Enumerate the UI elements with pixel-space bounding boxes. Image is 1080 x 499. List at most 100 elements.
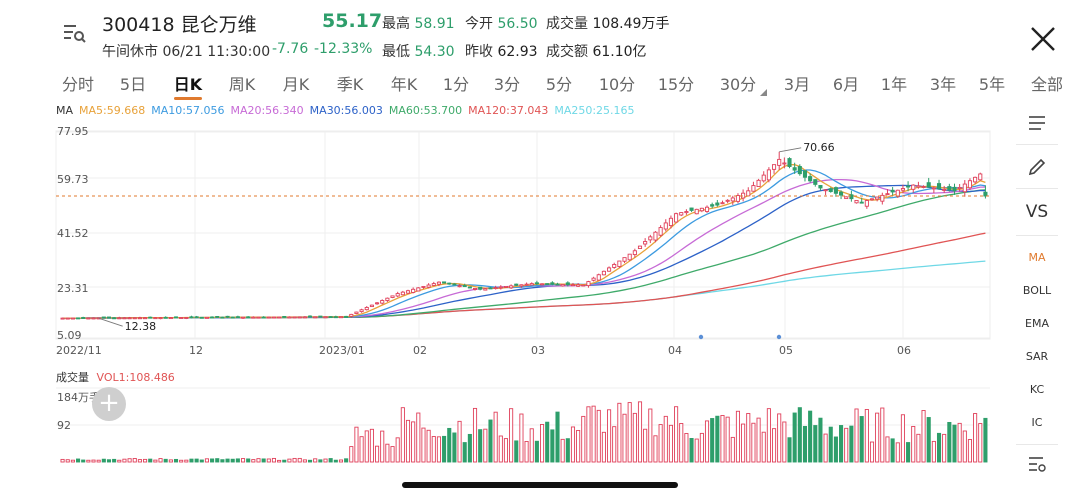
volume-bar [385, 443, 390, 463]
candle-body [375, 302, 380, 305]
volume-bar [679, 423, 684, 463]
ma10-line [62, 169, 986, 319]
candle-body [813, 179, 818, 185]
tab-15[interactable]: 1年 [880, 75, 908, 94]
volume-bar [359, 436, 364, 463]
tab-12[interactable]: 30分 [719, 75, 757, 94]
candle-body [720, 202, 725, 205]
volume-bar [488, 419, 493, 463]
volume-bar [493, 411, 498, 463]
tab-5[interactable]: 季K [336, 75, 364, 94]
volume-bar [653, 435, 658, 463]
volume-bar [246, 458, 251, 463]
close-icon[interactable] [1030, 26, 1056, 52]
candle-body [344, 315, 349, 318]
candle-body [911, 184, 916, 190]
tab-4[interactable]: 月K [282, 75, 310, 94]
volume-bar [137, 459, 142, 463]
list-settings-icon[interactable] [1008, 114, 1066, 135]
volume-bar [132, 458, 137, 463]
volume-bar [498, 435, 503, 463]
volume-bar [122, 458, 127, 463]
ma-legend-label: MA [56, 104, 74, 117]
tab-17[interactable]: 5年 [978, 75, 1006, 94]
indicator-ema[interactable]: EMA [1025, 317, 1049, 330]
min-price-label: 12.38 [125, 320, 156, 333]
candle-body [457, 285, 462, 288]
candle-body [462, 285, 467, 288]
volume-bar [472, 407, 478, 463]
candle-body [163, 316, 168, 319]
tab-8[interactable]: 3分 [493, 75, 521, 94]
volume-bar [261, 458, 266, 463]
candle-body [148, 316, 153, 319]
vol-tick-label: 184万手 [57, 390, 100, 404]
tab-3[interactable]: 周K [228, 75, 256, 94]
candle-body [632, 250, 637, 256]
indicator-boll[interactable]: BOLL [1022, 284, 1052, 297]
volume-bar [405, 419, 411, 463]
candle-body [359, 309, 364, 313]
tab-7[interactable]: 1分 [442, 75, 470, 94]
tab-2[interactable]: 日K [173, 75, 203, 94]
candle-body [539, 283, 545, 286]
candle-body [854, 199, 859, 204]
volume-bar [524, 440, 529, 463]
candle-body [529, 283, 534, 286]
candle-body [555, 283, 560, 286]
tab-14[interactable]: 6月 [832, 75, 860, 94]
candle-body [75, 317, 81, 320]
volume-bar [390, 446, 395, 463]
indicator-settings-icon[interactable] [1008, 455, 1066, 476]
indicator-sar[interactable]: SAR [1025, 350, 1049, 363]
volume-bar [617, 402, 622, 463]
tab-18[interactable]: 全部 [1030, 75, 1064, 94]
tab-0[interactable]: 分时 [61, 75, 95, 94]
compare-vs-button[interactable]: VS [1025, 202, 1049, 222]
ma60-line [62, 189, 986, 319]
draw-pencil-icon[interactable] [1008, 157, 1066, 180]
price-change: -7.76 [272, 41, 309, 57]
tab-11[interactable]: 15分 [657, 75, 695, 94]
indicator-ic[interactable]: IC [1031, 416, 1043, 429]
volume-bar [802, 425, 808, 463]
volume-bar [947, 421, 952, 463]
tab-16[interactable]: 3年 [929, 75, 957, 94]
tab-9[interactable]: 5分 [545, 75, 573, 94]
candle-body [787, 158, 792, 167]
volume-bar [514, 440, 519, 463]
volume-bar [168, 459, 173, 463]
candle-body [663, 222, 668, 230]
volume-bar [452, 432, 457, 463]
volume-bar [565, 438, 570, 463]
candle-body [637, 245, 643, 249]
candle-body [498, 286, 503, 289]
candle-body [534, 282, 539, 285]
volume-bar [601, 431, 606, 463]
candle-body [931, 187, 936, 190]
volume-bar [844, 427, 849, 463]
candle-body [112, 317, 117, 320]
tab-10[interactable]: 10分 [598, 75, 636, 94]
tab-6[interactable]: 年K [390, 75, 418, 94]
volume-bar [271, 457, 277, 463]
tab-1[interactable]: 5日 [119, 75, 147, 94]
candle-body [869, 198, 875, 201]
add-button[interactable]: + [92, 387, 126, 421]
candle-body [132, 317, 137, 320]
volume-bar [931, 440, 936, 463]
watchlist-icon[interactable] [62, 22, 86, 44]
volume-bar [127, 458, 132, 463]
ma-legend-item: MA5:59.668 [79, 104, 146, 117]
volume-bar [179, 459, 184, 463]
tab-13[interactable]: 3月 [783, 75, 811, 94]
indicator-kc[interactable]: KC [1029, 383, 1045, 396]
candle-body [947, 186, 952, 191]
candle-body [900, 188, 905, 191]
ma-legend-item: MA20:56.340 [230, 104, 304, 117]
volume-bar [973, 413, 978, 463]
volume-bar [550, 429, 555, 463]
candle-body [792, 167, 797, 171]
volume-bar [880, 407, 885, 463]
indicator-ma[interactable]: MA [1028, 251, 1046, 264]
